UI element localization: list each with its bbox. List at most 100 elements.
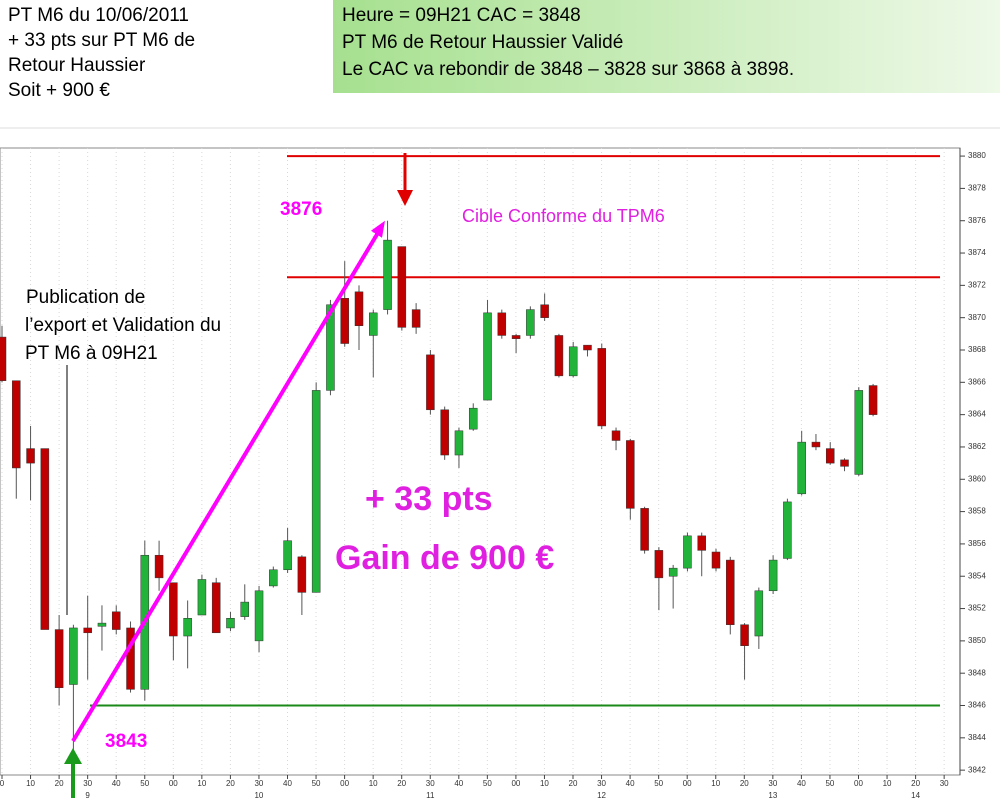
- move-from-label: 3843: [105, 731, 147, 752]
- gain-label: Gain de 900 €: [335, 539, 554, 577]
- y-tick-label: 3866: [968, 377, 986, 386]
- candle-body: [12, 380, 21, 469]
- candle-body: [411, 309, 421, 328]
- move-to-label: 3876: [280, 199, 322, 220]
- candle-body: [383, 239, 392, 310]
- candle-body: [269, 569, 278, 587]
- y-tick-label: 3844: [968, 733, 986, 742]
- candle-body: [811, 441, 821, 448]
- candle-body: [397, 246, 407, 328]
- candle-body: [468, 407, 478, 430]
- y-tick-label: 3858: [968, 507, 986, 516]
- candle-body: [311, 390, 321, 593]
- candle-body: [726, 559, 735, 625]
- hour-label: 14: [911, 791, 920, 800]
- x-tick-label: 30: [940, 779, 949, 788]
- candle-body: [340, 298, 349, 344]
- candle-body: [154, 554, 164, 579]
- y-tick-label: 3848: [968, 668, 986, 677]
- x-tick-label: 20: [397, 779, 406, 788]
- x-tick-label: 30: [426, 779, 435, 788]
- candle-body: [597, 348, 607, 427]
- x-tick-label: 10: [883, 779, 892, 788]
- y-tick-label: 3852: [968, 604, 986, 613]
- y-tick-label: 3872: [968, 280, 986, 289]
- x-tick-label: 00: [511, 779, 520, 788]
- candle-body: [497, 312, 507, 336]
- candle-body: [426, 354, 435, 411]
- y-tick-label: 3842: [968, 765, 986, 774]
- hour-label: 9: [85, 791, 90, 800]
- x-tick-label: 50: [483, 779, 492, 788]
- candle-body: [568, 346, 578, 377]
- candle-body: [326, 304, 335, 391]
- y-tick-label: 3868: [968, 345, 986, 354]
- header-left-line: Soit + 900 €: [8, 80, 110, 101]
- y-tick-label: 3870: [968, 313, 986, 322]
- candle-body: [483, 312, 492, 401]
- y-tick-label: 3880: [968, 151, 986, 160]
- candle-body: [854, 390, 864, 475]
- candle-body: [668, 567, 678, 577]
- header-left-line: + 33 pts sur PT M6 de: [8, 30, 195, 51]
- hour-label: 12: [597, 791, 606, 800]
- low-arrowhead: [64, 748, 82, 764]
- candle-body: [526, 309, 535, 336]
- header-right-line: Le CAC va rebondir de 3848 – 3828 sur 38…: [342, 59, 794, 80]
- x-tick-label: 40: [797, 779, 806, 788]
- y-tick-label: 3856: [968, 539, 986, 548]
- candle-body: [454, 430, 464, 456]
- candle-body: [840, 459, 849, 467]
- header-left-line: Retour Haussier: [8, 55, 146, 76]
- x-tick-label: 20: [911, 779, 920, 788]
- x-tick-label: 20: [740, 779, 749, 788]
- candle-body: [783, 501, 792, 559]
- x-tick-label: 10: [197, 779, 206, 788]
- target-arrowhead: [397, 190, 413, 206]
- y-tick-label: 3854: [968, 571, 986, 580]
- candle-body: [640, 508, 649, 551]
- y-tick-label: 3860: [968, 474, 986, 483]
- candle-body: [697, 535, 706, 551]
- candle-body: [369, 312, 378, 336]
- x-tick-label: 50: [140, 779, 149, 788]
- candle-body: [440, 409, 449, 456]
- candle-body: [40, 448, 50, 630]
- target-label: Cible Conforme du TPM6: [462, 206, 665, 226]
- x-tick-label: 30: [254, 779, 263, 788]
- header-box: [333, 0, 1000, 93]
- move-arrowhead: [371, 220, 385, 238]
- candle-body: [354, 291, 364, 327]
- candle-body: [197, 579, 207, 616]
- x-tick-label: 40: [112, 779, 121, 788]
- candle-body: [554, 335, 564, 377]
- header-left-line: PT M6 du 10/06/2011: [8, 5, 189, 26]
- move-arrow: [71, 226, 383, 743]
- y-tick-label: 3846: [968, 701, 986, 710]
- candle-body: [683, 535, 692, 569]
- y-tick-label: 3874: [968, 248, 986, 257]
- header-right-line: Heure = 09H21 CAC = 3848: [342, 5, 581, 26]
- x-tick-label: 40: [283, 779, 292, 788]
- candle-body: [754, 590, 764, 637]
- x-tick-label: 30: [83, 779, 92, 788]
- candle-body: [711, 551, 721, 569]
- candle-body: [611, 430, 621, 441]
- candle-body: [211, 582, 221, 634]
- candle-body: [797, 441, 806, 495]
- candle-body: [240, 601, 250, 617]
- candle-body: [868, 385, 878, 415]
- candle-body: [54, 629, 64, 688]
- candle-body: [226, 618, 235, 629]
- x-tick-label: 00: [340, 779, 349, 788]
- x-tick-label: 00: [169, 779, 178, 788]
- x-tick-label: 10: [711, 779, 720, 788]
- x-tick-label: 20: [55, 779, 64, 788]
- candle-body: [183, 618, 192, 637]
- candle-body: [297, 556, 307, 593]
- x-tick-label: 20: [569, 779, 578, 788]
- candle-body: [740, 624, 749, 646]
- candle-body: [540, 304, 549, 318]
